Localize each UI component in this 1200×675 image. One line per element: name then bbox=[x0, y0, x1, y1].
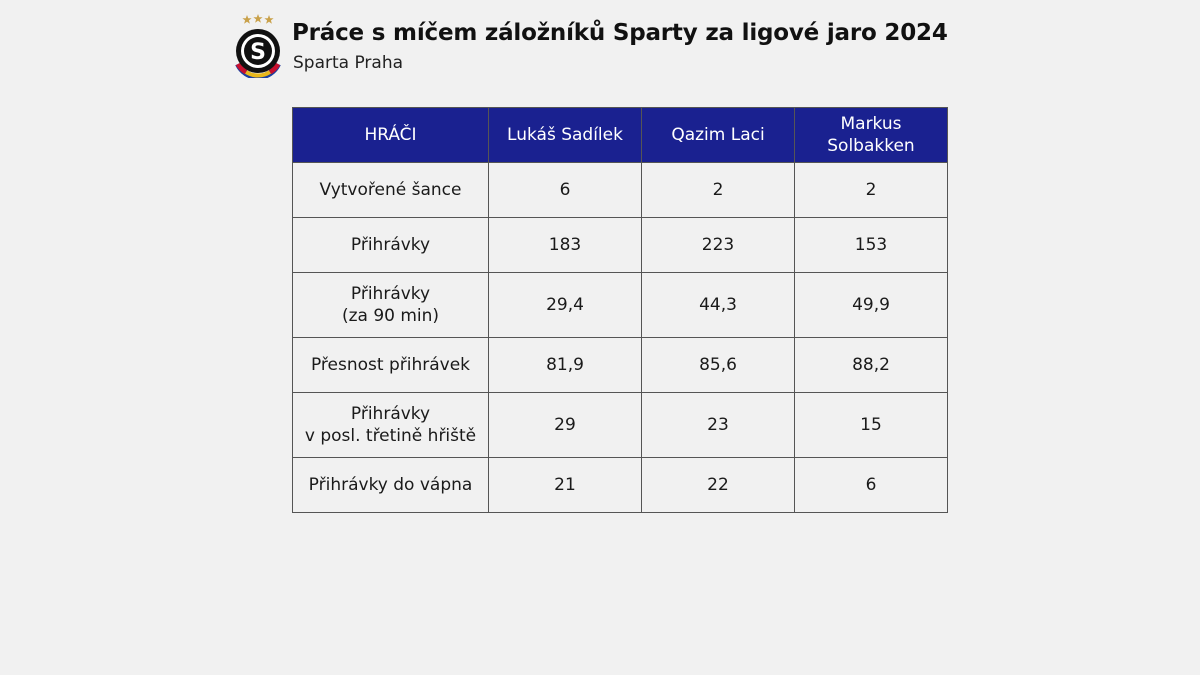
table-cell: 15 bbox=[794, 392, 948, 458]
cell-text-line: Přihrávky bbox=[350, 284, 431, 304]
cell-text-line: v posl. třetině hřiště bbox=[304, 426, 477, 446]
cell-text-line: Přihrávky bbox=[350, 404, 431, 424]
table-row: Přihrávky do vápna 21 22 6 bbox=[292, 457, 948, 513]
table-cell: 6 bbox=[488, 162, 642, 218]
row-label: Přihrávky do vápna bbox=[292, 457, 489, 513]
table-header-row: HRÁČI Lukáš Sadílek Qazim Laci Markus Sol… bbox=[292, 107, 948, 163]
table-cell: 29 bbox=[488, 392, 642, 458]
row-label: Vytvořené šance bbox=[292, 162, 489, 218]
cell-text-line: Přesnost přihrávek bbox=[310, 355, 471, 375]
table-cell: 2 bbox=[641, 162, 795, 218]
table-cell: 44,3 bbox=[641, 272, 795, 338]
column-header: Markus Solbakken bbox=[794, 107, 948, 163]
table-cell: 29,4 bbox=[488, 272, 642, 338]
stats-table: HRÁČI Lukáš Sadílek Qazim Laci Markus Sol… bbox=[292, 107, 948, 513]
table-row: Přihrávky v posl. třetině hřiště 29 23 15 bbox=[292, 392, 948, 458]
star-icon bbox=[253, 14, 263, 23]
table-cell: 21 bbox=[488, 457, 642, 513]
cell-text-line: (za 90 min) bbox=[341, 306, 440, 326]
cell-text-line: Přihrávky bbox=[350, 235, 431, 255]
table-cell: 81,9 bbox=[488, 337, 642, 393]
row-label: Přihrávky (za 90 min) bbox=[292, 272, 489, 338]
page-title: Práce s míčem záložníků Sparty za ligové… bbox=[292, 20, 948, 46]
cell-text-line: Qazim Laci bbox=[671, 125, 765, 145]
column-header: HRÁČI bbox=[292, 107, 489, 163]
table-cell: 22 bbox=[641, 457, 795, 513]
table-cell: 183 bbox=[488, 217, 642, 273]
cell-text-line: Solbakken bbox=[827, 136, 915, 156]
table-cell: 88,2 bbox=[794, 337, 948, 393]
table-cell: 2 bbox=[794, 162, 948, 218]
cell-text-line: Markus bbox=[840, 114, 902, 134]
column-header: Lukáš Sadílek bbox=[488, 107, 642, 163]
table-row: Přesnost přihrávek 81,9 85,6 88,2 bbox=[292, 337, 948, 393]
page-subtitle: Sparta Praha bbox=[293, 53, 404, 73]
cell-text-line: Lukáš Sadílek bbox=[507, 125, 623, 145]
table-cell: 85,6 bbox=[641, 337, 795, 393]
star-icon bbox=[264, 15, 274, 24]
table-cell: 6 bbox=[794, 457, 948, 513]
table-cell: 49,9 bbox=[794, 272, 948, 338]
row-label: Přihrávky bbox=[292, 217, 489, 273]
table-cell: 23 bbox=[641, 392, 795, 458]
table-cell: 223 bbox=[641, 217, 795, 273]
table-row: Vytvořené šance 6 2 2 bbox=[292, 162, 948, 218]
column-header: Qazim Laci bbox=[641, 107, 795, 163]
table-row: Přihrávky (za 90 min) 29,4 44,3 49,9 bbox=[292, 272, 948, 338]
row-label: Přesnost přihrávek bbox=[292, 337, 489, 393]
svg-text:S: S bbox=[250, 40, 266, 65]
sparta-logo: S bbox=[235, 14, 281, 78]
cell-text-line: Vytvořené šance bbox=[319, 180, 462, 200]
table-cell: 153 bbox=[794, 217, 948, 273]
cell-text-line: Přihrávky do vápna bbox=[308, 475, 473, 495]
star-icon bbox=[242, 15, 252, 24]
row-label: Přihrávky v posl. třetině hřiště bbox=[292, 392, 489, 458]
cell-text-line: HRÁČI bbox=[364, 125, 417, 145]
table-row: Přihrávky 183 223 153 bbox=[292, 217, 948, 273]
